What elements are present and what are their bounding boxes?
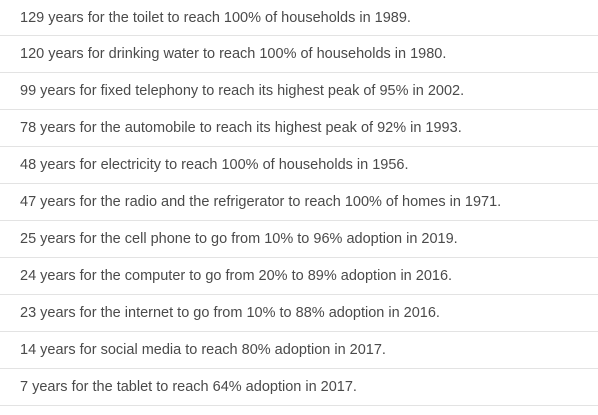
list-item-fixed-telephony: 99 years for fixed telephony to reach it…: [0, 73, 598, 110]
list-item-tablet: 7 years for the tablet to reach 64% adop…: [0, 369, 598, 406]
list-item-drinking-water: 120 years for drinking water to reach 10…: [0, 36, 598, 73]
fact-list: 129 years for the toilet to reach 100% o…: [0, 0, 598, 406]
list-item-radio-refrigerator: 47 years for the radio and the refrigera…: [0, 184, 598, 221]
list-item-social-media: 14 years for social media to reach 80% a…: [0, 332, 598, 369]
list-item-computer: 24 years for the computer to go from 20%…: [0, 258, 598, 295]
list-item-automobile: 78 years for the automobile to reach its…: [0, 110, 598, 147]
list-item-toilet: 129 years for the toilet to reach 100% o…: [0, 0, 598, 36]
list-item-internet: 23 years for the internet to go from 10%…: [0, 295, 598, 332]
list-item-electricity: 48 years for electricity to reach 100% o…: [0, 147, 598, 184]
list-item-cell-phone: 25 years for the cell phone to go from 1…: [0, 221, 598, 258]
